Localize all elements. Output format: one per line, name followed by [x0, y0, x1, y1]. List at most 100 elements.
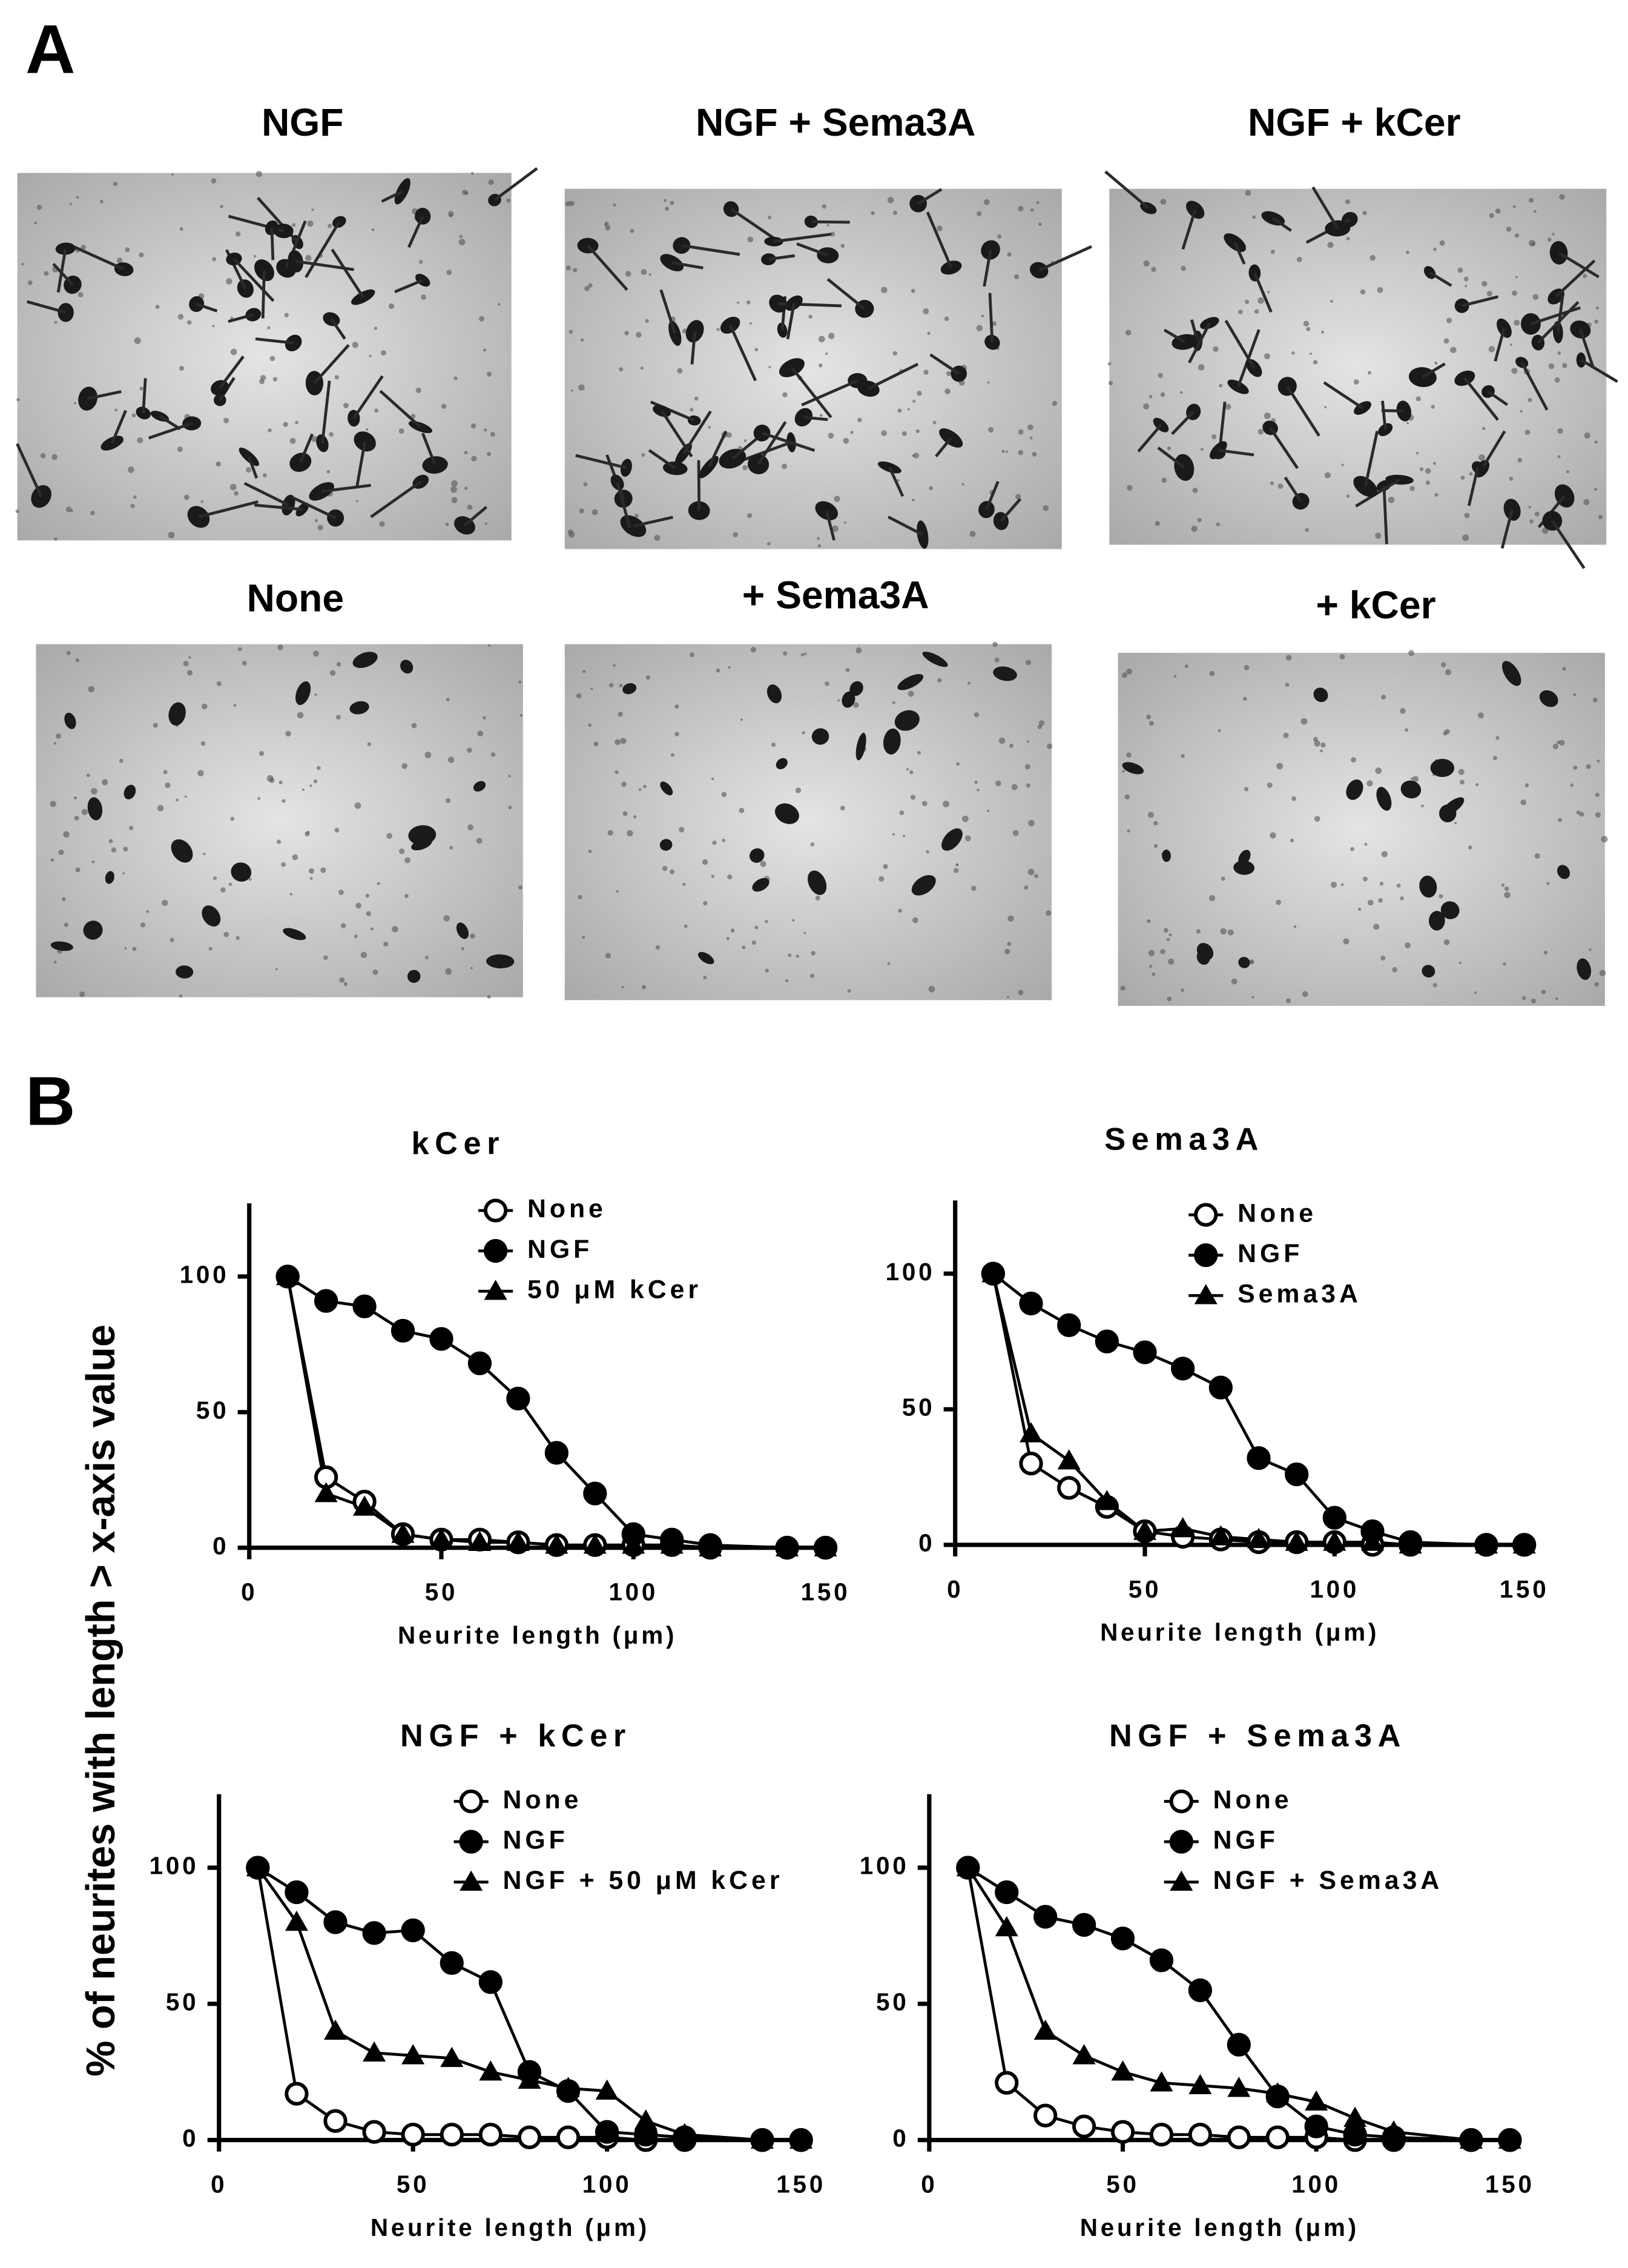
speck [1192, 488, 1198, 494]
marker [1266, 2082, 1290, 2103]
speck [284, 312, 289, 318]
cell [87, 797, 103, 821]
speck [974, 781, 978, 784]
speck [800, 653, 805, 656]
speck [1521, 996, 1526, 1000]
speck [470, 423, 476, 429]
speck [188, 656, 191, 659]
marker [1304, 2114, 1328, 2138]
speck [1529, 519, 1534, 524]
neurite [682, 410, 712, 455]
speck [186, 670, 193, 676]
speck [570, 389, 573, 392]
speck [1264, 353, 1270, 360]
y-tick-label: 50 [876, 1988, 909, 2016]
chart-title: kCer [412, 1126, 505, 1162]
speck [354, 934, 358, 939]
marker [1072, 2044, 1096, 2065]
speck [917, 750, 921, 755]
speck [726, 432, 732, 438]
speck [766, 542, 771, 546]
speck [1425, 480, 1430, 485]
speck [1209, 670, 1215, 676]
speck [618, 712, 623, 717]
legend-label: None [503, 1785, 582, 1814]
speck [817, 537, 820, 540]
micrograph [1104, 170, 1618, 569]
x-tick-label: 50 [1129, 1575, 1162, 1603]
neurite [352, 375, 384, 419]
speck [1552, 743, 1558, 750]
panel-label: A [25, 12, 76, 88]
speck [1037, 724, 1043, 729]
speck [1164, 928, 1168, 933]
speck [733, 532, 739, 538]
speck [257, 797, 261, 801]
cell [720, 316, 740, 334]
speck [1026, 740, 1029, 743]
speck [1038, 720, 1045, 726]
speck [1313, 736, 1318, 742]
legend-marker [483, 1198, 508, 1223]
speck [810, 973, 815, 978]
speck [134, 337, 141, 344]
speck [590, 687, 593, 690]
cell [939, 428, 963, 448]
legend-marker [484, 1280, 507, 1300]
neurite [935, 437, 952, 458]
speck [1433, 247, 1437, 251]
speck [811, 951, 816, 956]
cell [352, 652, 378, 669]
marker [1247, 1446, 1271, 1470]
cell [1419, 875, 1437, 898]
speck [910, 795, 916, 800]
speck [815, 895, 820, 901]
speck [272, 377, 278, 382]
speck [226, 278, 232, 285]
speck [1460, 475, 1465, 480]
speck [1245, 190, 1251, 196]
neurite [1224, 320, 1256, 369]
speck [79, 991, 85, 997]
speck [1018, 449, 1024, 455]
cell [911, 874, 936, 896]
neurite [1218, 449, 1254, 457]
marker [1072, 1913, 1096, 1937]
speck [1529, 240, 1536, 246]
micrograph [15, 167, 538, 541]
speck [983, 199, 990, 205]
speck [367, 742, 372, 747]
marker [995, 1916, 1018, 1937]
speck [441, 403, 447, 409]
marker [583, 1533, 607, 1554]
speck [783, 651, 788, 656]
speck [73, 402, 76, 405]
legend-label: NGF [1213, 1825, 1279, 1854]
speck [183, 494, 189, 500]
speck [281, 862, 286, 867]
speck [230, 348, 237, 355]
speck [54, 320, 58, 324]
speck [1557, 455, 1561, 458]
marker [323, 2109, 348, 2133]
y-tick-label: 50 [196, 1396, 229, 1424]
speck [613, 203, 616, 207]
speck [1373, 924, 1380, 930]
speck [768, 366, 771, 369]
speck [1313, 360, 1318, 365]
speck [1520, 409, 1523, 413]
speck [1285, 655, 1292, 661]
marker [323, 1910, 348, 1934]
neurite [671, 261, 704, 269]
cell [1429, 911, 1445, 931]
speck [236, 936, 240, 941]
speck [410, 414, 416, 419]
neurite [305, 221, 341, 279]
speck [1346, 237, 1350, 240]
marker [1019, 1451, 1043, 1476]
marker [1188, 2074, 1212, 2095]
speck [371, 228, 375, 231]
speck [295, 420, 298, 425]
speck [449, 213, 453, 217]
speck [1252, 215, 1256, 219]
